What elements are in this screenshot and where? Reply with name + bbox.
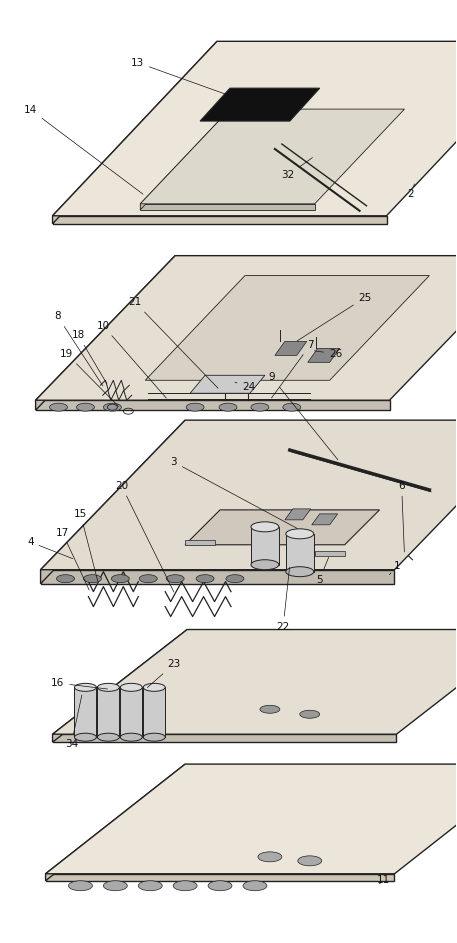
Text: 14: 14: [24, 105, 143, 194]
Polygon shape: [41, 570, 394, 584]
Ellipse shape: [103, 404, 121, 411]
Bar: [251, 527, 279, 565]
Text: 1: 1: [389, 560, 400, 574]
Ellipse shape: [120, 734, 142, 741]
Text: 5: 5: [316, 557, 329, 585]
Text: 6: 6: [399, 481, 405, 552]
Polygon shape: [53, 735, 397, 742]
Ellipse shape: [300, 710, 320, 719]
Ellipse shape: [251, 521, 279, 532]
Ellipse shape: [286, 529, 314, 538]
Text: 24: 24: [235, 382, 255, 392]
Text: 22: 22: [276, 568, 290, 632]
Text: 15: 15: [74, 509, 98, 581]
Polygon shape: [275, 341, 307, 356]
Ellipse shape: [208, 881, 232, 891]
Ellipse shape: [143, 734, 165, 741]
Ellipse shape: [219, 404, 237, 411]
Polygon shape: [140, 204, 315, 209]
Polygon shape: [140, 109, 230, 209]
Ellipse shape: [139, 574, 157, 583]
Polygon shape: [285, 509, 311, 520]
Text: 10: 10: [96, 321, 166, 398]
Polygon shape: [53, 630, 457, 735]
Ellipse shape: [97, 734, 119, 741]
Polygon shape: [53, 216, 387, 223]
Ellipse shape: [49, 404, 68, 411]
Text: 34: 34: [65, 695, 82, 749]
Ellipse shape: [112, 574, 129, 583]
Polygon shape: [53, 41, 457, 216]
Ellipse shape: [283, 404, 301, 411]
Text: 32: 32: [281, 157, 313, 180]
Polygon shape: [41, 421, 457, 570]
Polygon shape: [36, 256, 175, 410]
Polygon shape: [53, 41, 217, 223]
Polygon shape: [36, 400, 389, 410]
Polygon shape: [315, 551, 345, 555]
Ellipse shape: [97, 684, 119, 691]
Ellipse shape: [74, 734, 96, 741]
Ellipse shape: [186, 404, 204, 411]
Polygon shape: [185, 539, 215, 545]
Polygon shape: [46, 764, 457, 874]
Text: 8: 8: [54, 311, 103, 386]
Polygon shape: [185, 510, 380, 545]
Polygon shape: [46, 764, 185, 881]
Ellipse shape: [103, 881, 128, 891]
Ellipse shape: [298, 856, 322, 866]
Polygon shape: [190, 375, 265, 393]
Ellipse shape: [251, 560, 279, 570]
Ellipse shape: [226, 574, 244, 583]
Ellipse shape: [196, 574, 214, 583]
Text: 9: 9: [268, 372, 338, 460]
Ellipse shape: [76, 404, 95, 411]
Polygon shape: [308, 348, 340, 362]
Polygon shape: [140, 109, 404, 204]
Text: 21: 21: [128, 297, 218, 389]
Polygon shape: [41, 421, 185, 584]
Ellipse shape: [57, 574, 74, 583]
Text: 7: 7: [271, 339, 314, 398]
Ellipse shape: [143, 684, 165, 691]
Text: 26: 26: [314, 349, 342, 359]
Bar: [120, 687, 142, 737]
Text: 13: 13: [131, 58, 242, 100]
Text: 11: 11: [377, 875, 390, 885]
Bar: [97, 687, 119, 737]
Polygon shape: [36, 256, 457, 400]
Text: 20: 20: [115, 481, 174, 592]
Ellipse shape: [258, 852, 282, 862]
Ellipse shape: [69, 881, 92, 891]
Text: 25: 25: [297, 292, 372, 341]
Polygon shape: [200, 88, 320, 121]
Text: 3: 3: [170, 457, 298, 528]
Ellipse shape: [84, 574, 101, 583]
Ellipse shape: [120, 684, 142, 691]
Text: 17: 17: [56, 528, 89, 590]
Ellipse shape: [138, 881, 162, 891]
Text: 18: 18: [72, 330, 107, 384]
Ellipse shape: [243, 881, 267, 891]
Text: 16: 16: [51, 678, 107, 689]
Ellipse shape: [251, 404, 269, 411]
Polygon shape: [312, 514, 338, 525]
Ellipse shape: [74, 684, 96, 691]
Text: 4: 4: [27, 537, 73, 558]
Bar: [143, 687, 165, 737]
Polygon shape: [46, 874, 394, 881]
Polygon shape: [53, 630, 187, 742]
Bar: [286, 534, 314, 571]
Ellipse shape: [286, 567, 314, 577]
Text: 2: 2: [408, 184, 414, 199]
Ellipse shape: [260, 705, 280, 713]
Ellipse shape: [173, 881, 197, 891]
Ellipse shape: [166, 574, 184, 583]
Polygon shape: [145, 275, 430, 380]
Text: 19: 19: [60, 349, 118, 406]
Bar: [74, 687, 96, 737]
Text: 23: 23: [147, 659, 181, 687]
